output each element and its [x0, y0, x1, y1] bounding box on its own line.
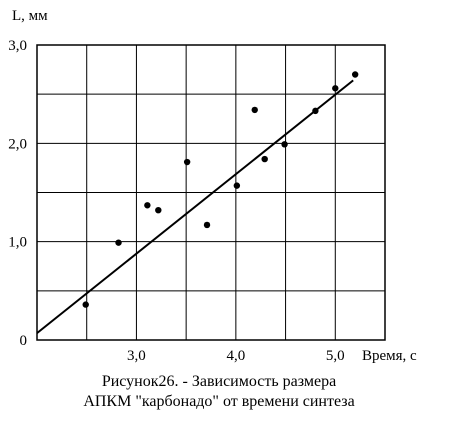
scatter-chart: 3,0 4,0 5,0 0 1,0 2,0 3,0 L, мм Время, с	[8, 8, 417, 364]
data-point	[115, 239, 122, 246]
plot-frame	[36, 44, 386, 341]
data-point	[261, 155, 268, 163]
x-tick-label: 5,0	[326, 348, 345, 364]
tick-labels: 3,0 4,0 5,0 0 1,0 2,0 3,0	[8, 38, 344, 364]
data-point	[312, 107, 319, 115]
x-tick-label: 3,0	[127, 348, 146, 364]
y-tick-label: 1,0	[8, 235, 27, 251]
data-point	[281, 141, 288, 148]
data-points	[82, 71, 359, 308]
figure-caption-line-2: АПКМ "карбонадо" от времени синтеза	[83, 393, 355, 410]
data-point	[144, 202, 151, 209]
data-point	[251, 106, 258, 114]
fit-line-group	[36, 79, 354, 334]
data-point	[332, 85, 339, 92]
x-axis-label: Время, с	[362, 348, 417, 364]
y-tick-label: 2,0	[8, 136, 27, 152]
y-tick-label: 0	[20, 333, 28, 349]
y-tick-label: 3,0	[8, 38, 27, 54]
y-axis-label: L, мм	[12, 8, 48, 24]
data-point	[82, 301, 89, 308]
data-point	[155, 207, 162, 214]
axes	[36, 44, 386, 341]
x-tick-label: 4,0	[226, 348, 245, 364]
regression-line	[36, 79, 354, 334]
data-point	[233, 182, 241, 189]
data-point	[351, 71, 359, 78]
data-point	[183, 158, 191, 166]
figure-caption-line-1: Рисунок26. - Зависимость размера	[101, 373, 337, 390]
data-point	[203, 221, 211, 229]
